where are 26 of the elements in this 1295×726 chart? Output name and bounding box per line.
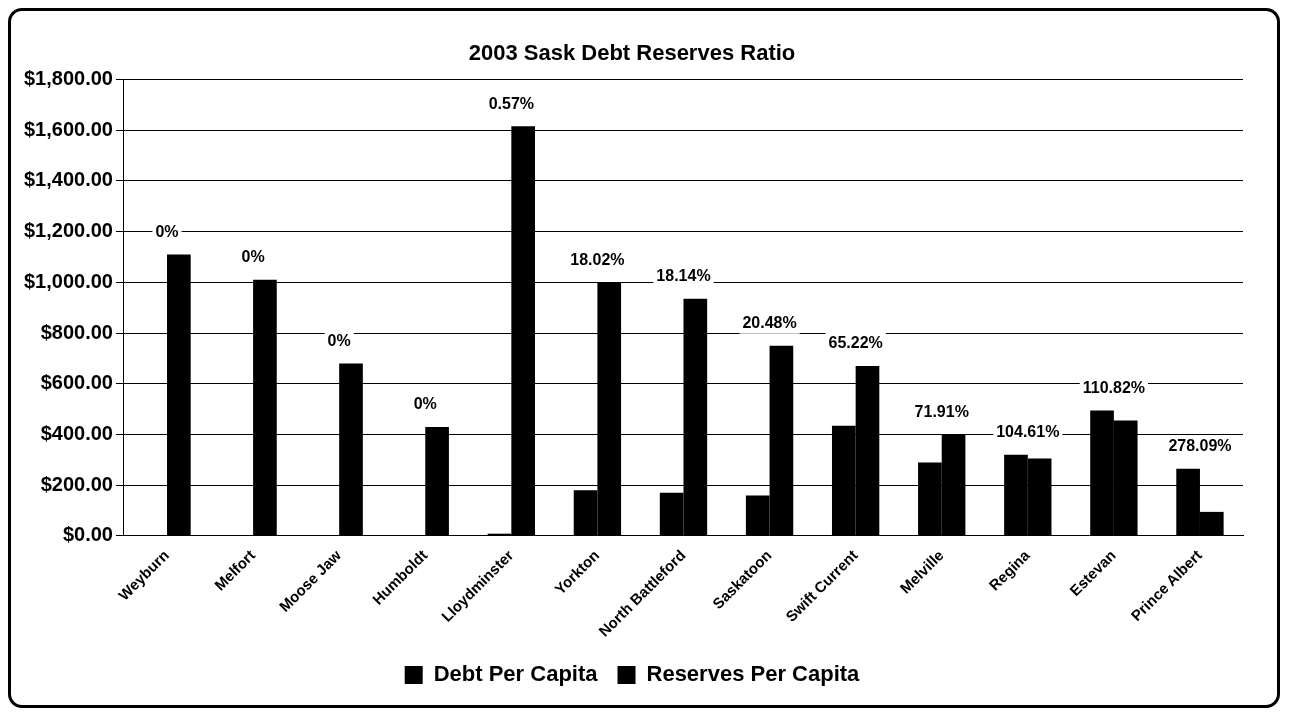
annotation: 65.22% [828, 334, 883, 352]
annotation: 278.09% [1168, 437, 1232, 455]
annotation: 20.48% [742, 314, 797, 332]
annotation: 18.02% [570, 250, 625, 268]
y-tick-label: $600.00 [40, 371, 113, 394]
annotation: 71.91% [914, 402, 969, 420]
y-tick-label: $1,400.00 [23, 168, 113, 191]
y-tick-label: $1,600.00 [23, 117, 113, 140]
annotation: 110.82% [1082, 378, 1146, 396]
annotation: 0% [241, 248, 265, 266]
y-tick-label: $0.00 [62, 523, 113, 546]
annotation: 0% [327, 331, 351, 349]
y-tick-label: $1,200.00 [23, 219, 113, 242]
y-tick-label: $1,800.00 [23, 66, 113, 89]
chart-title: 2003 Sask Debt Reserves Ratio [468, 40, 796, 66]
y-tick-label: $200.00 [40, 472, 113, 495]
annotation: 0.57% [488, 94, 535, 112]
annotation: 0% [155, 222, 179, 240]
annotation: 104.61% [996, 423, 1060, 441]
annotation: 18.14% [656, 267, 711, 285]
legend-label: Debt Per Capita [433, 661, 599, 687]
annotation: 0% [413, 395, 437, 413]
y-tick-label: $800.00 [40, 320, 113, 343]
legend-label: Reserves Per Capita [646, 661, 861, 687]
y-tick-label: $1,000.00 [23, 269, 113, 292]
y-tick-label: $400.00 [40, 422, 113, 445]
